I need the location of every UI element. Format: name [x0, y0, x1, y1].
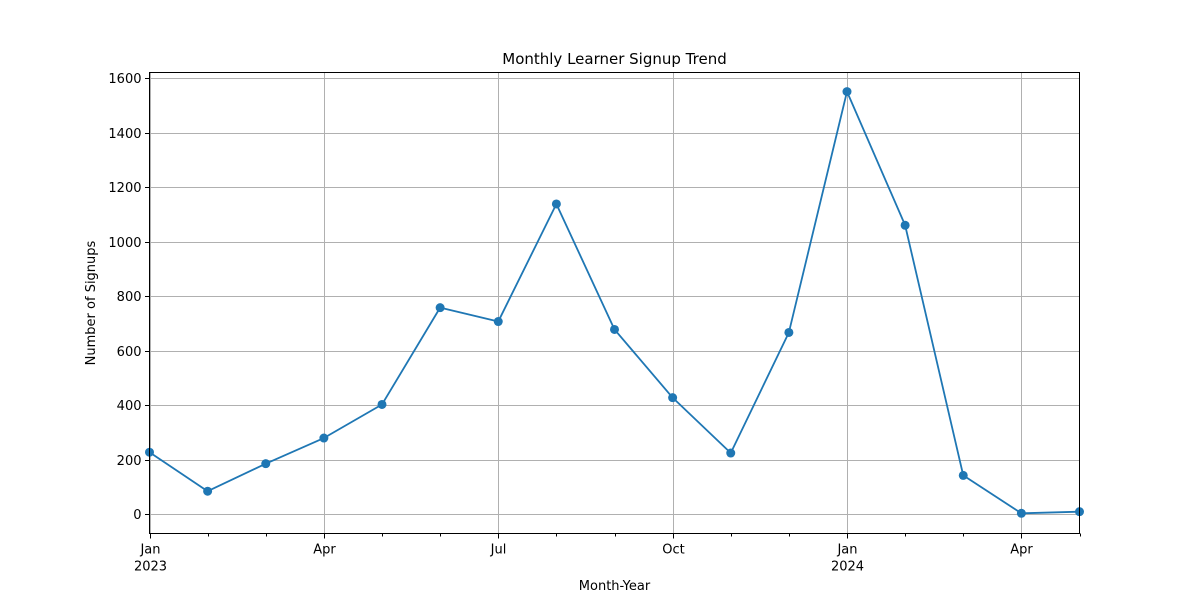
- data-point: [900, 220, 910, 230]
- data-point: [668, 393, 678, 403]
- data-point: [1016, 508, 1026, 518]
- data-point: [726, 448, 736, 458]
- data-point: [958, 470, 968, 480]
- x-tick-year-label: 2023: [134, 560, 167, 575]
- data-point: [610, 324, 619, 334]
- data-point: [261, 459, 271, 469]
- x-tick-label: Oct: [662, 543, 684, 558]
- x-tick-year-label: 2024: [831, 560, 864, 575]
- y-axis-label: Number of Signups: [84, 240, 99, 365]
- data-point: [377, 399, 387, 409]
- data-point: [319, 433, 329, 443]
- y-tick-label: 1000: [108, 236, 141, 251]
- y-tick-label: 800: [117, 290, 142, 305]
- plot-frame: [149, 72, 1080, 534]
- y-tick-label: 0: [133, 508, 141, 523]
- y-tick-label: 200: [117, 454, 142, 469]
- x-tick-label: Jan: [836, 543, 857, 558]
- x-tick-label: Jan: [139, 543, 160, 558]
- data-point: [203, 486, 213, 496]
- data-point: [493, 317, 503, 327]
- y-tick-label: 400: [117, 399, 142, 414]
- y-tick-label: 1400: [108, 127, 141, 142]
- y-tick-label: 600: [117, 345, 142, 360]
- y-tick-label: 1600: [108, 72, 141, 87]
- data-point: [842, 87, 852, 97]
- x-tick-label: Apr: [1010, 543, 1033, 558]
- data-point: [551, 199, 561, 209]
- x-tick-label: Jul: [490, 543, 507, 558]
- y-tick-label: 1200: [108, 181, 141, 196]
- chart-title: Monthly Learner Signup Trend: [502, 50, 726, 68]
- data-point: [435, 303, 445, 313]
- x-axis-label: Month-Year: [579, 579, 651, 594]
- data-point: [784, 327, 794, 337]
- data-series: [145, 87, 1084, 518]
- axis-ticks: 0 200 400 600 800 1000 1200 1400 1600 Jan 2023 Apr J…: [108, 72, 1081, 575]
- x-tick-label: Apr: [313, 543, 336, 558]
- grid-lines: [149, 72, 1080, 534]
